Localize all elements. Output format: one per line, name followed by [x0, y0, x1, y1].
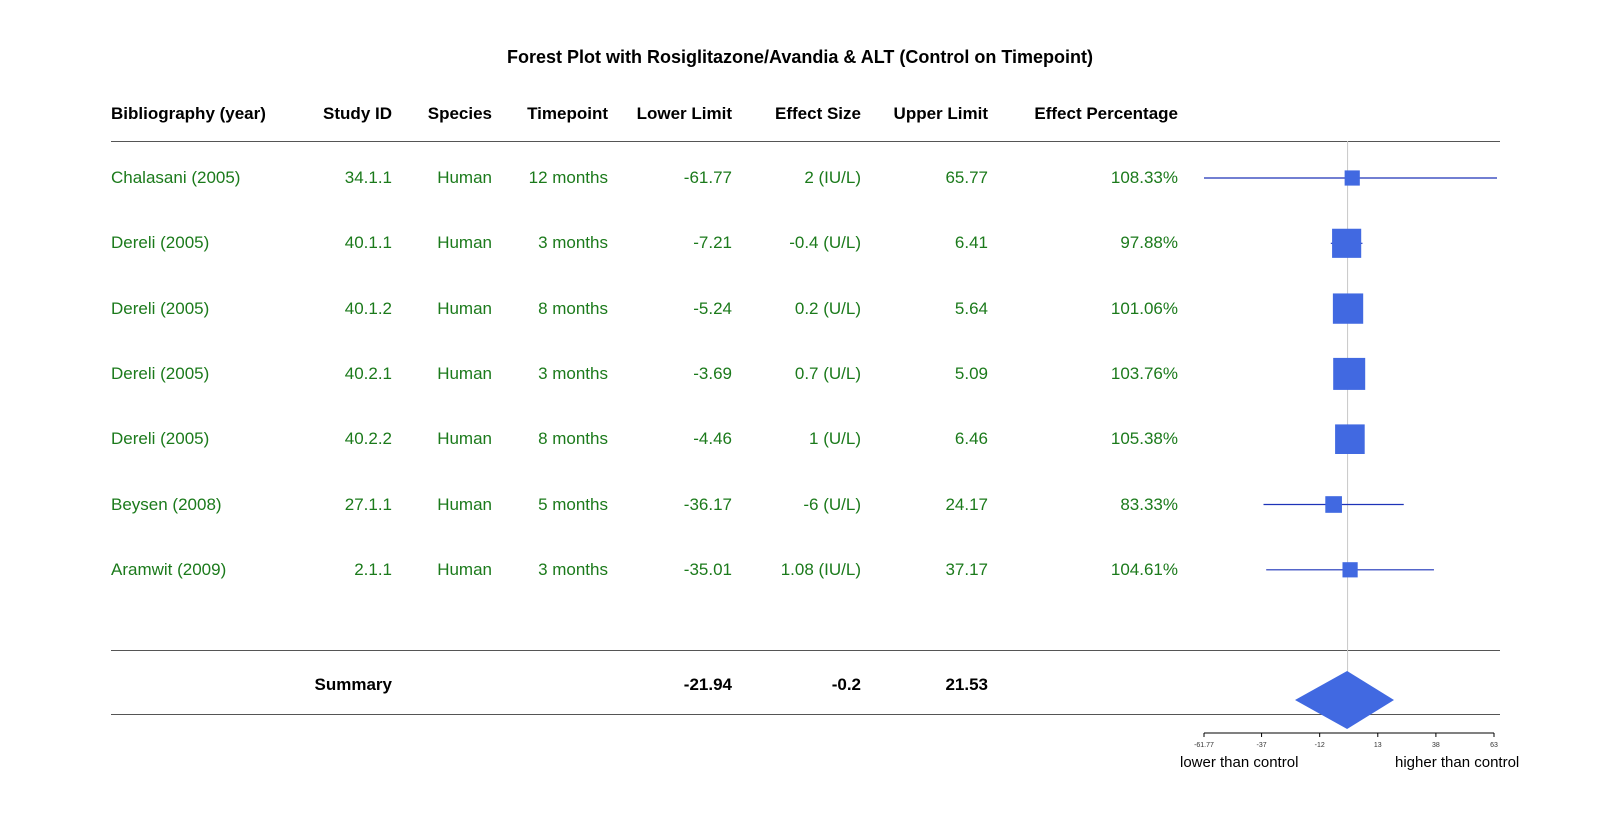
table-cell-species: Human	[437, 168, 492, 187]
table-cell-effect: -0.4 (U/L)	[789, 233, 861, 253]
header-rule	[111, 141, 1500, 142]
summary-top-rule	[111, 650, 1500, 651]
column-header-species: Species	[427, 104, 492, 123]
table-cell-timepoint: 12 months	[528, 168, 608, 187]
table-cell-pct: 101.06%	[1110, 298, 1178, 318]
column-header-upper: Upper Limit	[893, 104, 988, 123]
column-header-bib: Bibliography (year)	[111, 104, 266, 123]
table-cell-bib: Aramwit (2009)	[111, 559, 227, 579]
effect-marker	[1332, 293, 1364, 324]
table-cell-timepoint: 3 months	[538, 559, 608, 579]
column-header-pct: Effect Percentage	[1034, 104, 1178, 123]
table-cell-upper: 6.46	[954, 429, 988, 449]
table-cell-pct: 103.76%	[1110, 363, 1178, 383]
table-cell-id: 40.1.1	[344, 233, 392, 253]
table-cell-pct: 97.88%	[1120, 233, 1178, 253]
table-cell-upper: 6.41	[954, 233, 988, 253]
table-cell-effect: 1.08 (IU/L)	[780, 559, 861, 579]
table-cell-bib: Dereli (2005)	[111, 429, 210, 449]
table-cell-bib: Dereli (2005)	[111, 233, 210, 253]
x-axis-label-left: lower than control	[1180, 754, 1299, 771]
effect-marker	[1342, 562, 1358, 578]
table-cell-upper: 65.77	[945, 168, 988, 187]
table-cell-pct: 108.33%	[1110, 168, 1178, 187]
table-cell-lower: -7.21	[693, 233, 732, 253]
summary-lower: -21.94	[683, 675, 732, 694]
chart-title: Forest Plot with Rosiglitazone/Avandia &…	[507, 47, 1093, 67]
x-tick-label: -37	[1257, 742, 1267, 749]
x-tick-label: 38	[1432, 742, 1440, 749]
column-header-id: Study ID	[323, 104, 392, 123]
table-cell-id: 40.1.2	[344, 298, 392, 318]
table-cell-pct: 105.38%	[1110, 429, 1178, 449]
table-cell-species: Human	[437, 363, 492, 383]
summary-effect: -0.2	[831, 675, 861, 694]
table-cell-timepoint: 8 months	[538, 298, 608, 318]
table-cell-species: Human	[437, 494, 492, 514]
summary-label: Summary	[314, 675, 392, 694]
table-cell-upper: 24.17	[945, 494, 988, 514]
table-cell-species: Human	[437, 233, 492, 253]
table-cell-effect: 1 (U/L)	[809, 429, 861, 449]
effect-marker	[1325, 496, 1342, 513]
table-cell-lower: -35.01	[683, 559, 732, 579]
table-cell-lower: -4.46	[693, 429, 732, 449]
effect-marker	[1335, 424, 1365, 454]
x-tick-label: 13	[1374, 742, 1382, 749]
effect-marker	[1333, 357, 1366, 390]
effect-marker	[1332, 228, 1362, 258]
x-tick-label: -61.77	[1194, 742, 1214, 749]
table-cell-timepoint: 8 months	[538, 429, 608, 449]
table-cell-bib: Chalasani (2005)	[111, 168, 241, 187]
column-header-timepoint: Timepoint	[527, 104, 608, 123]
table-cell-effect: 0.7 (U/L)	[794, 363, 861, 383]
table-cell-species: Human	[437, 429, 492, 449]
table-cell-lower: -61.77	[683, 168, 732, 187]
table-cell-timepoint: 3 months	[538, 233, 608, 253]
x-tick-label: -12	[1315, 742, 1325, 749]
table-cell-timepoint: 5 months	[538, 494, 608, 514]
table-cell-id: 27.1.1	[344, 494, 392, 514]
x-tick-label: 63	[1490, 742, 1498, 749]
summary-diamond	[1295, 671, 1394, 729]
table-cell-lower: -3.69	[693, 363, 732, 383]
table-cell-upper: 5.64	[954, 298, 988, 318]
table-cell-id: 40.2.1	[344, 363, 392, 383]
column-header-lower: Lower Limit	[636, 104, 732, 123]
summary-upper: 21.53	[945, 675, 988, 694]
table-cell-lower: -36.17	[683, 494, 732, 514]
column-header-effect: Effect Size	[775, 104, 861, 123]
table-cell-bib: Dereli (2005)	[111, 363, 210, 383]
effect-marker	[1344, 170, 1360, 186]
table-cell-pct: 104.61%	[1110, 559, 1178, 579]
table-cell-timepoint: 3 months	[538, 363, 608, 383]
table-cell-effect: 0.2 (U/L)	[794, 298, 861, 318]
table-cell-id: 34.1.1	[344, 168, 392, 187]
table-cell-lower: -5.24	[693, 298, 732, 318]
table-cell-pct: 83.33%	[1120, 494, 1178, 514]
table-cell-effect: -6 (U/L)	[803, 494, 861, 514]
table-cell-id: 40.2.2	[344, 429, 392, 449]
table-cell-species: Human	[437, 559, 492, 579]
table-cell-species: Human	[437, 298, 492, 318]
table-cell-bib: Dereli (2005)	[111, 298, 210, 318]
table-cell-upper: 37.17	[945, 559, 988, 579]
table-cell-id: 2.1.1	[354, 559, 392, 579]
table-cell-upper: 5.09	[954, 363, 988, 383]
x-axis-label-right: higher than control	[1395, 754, 1520, 771]
summary-bottom-rule	[111, 714, 1500, 715]
table-cell-bib: Beysen (2008)	[111, 494, 222, 514]
table-cell-effect: 2 (IU/L)	[804, 168, 861, 187]
